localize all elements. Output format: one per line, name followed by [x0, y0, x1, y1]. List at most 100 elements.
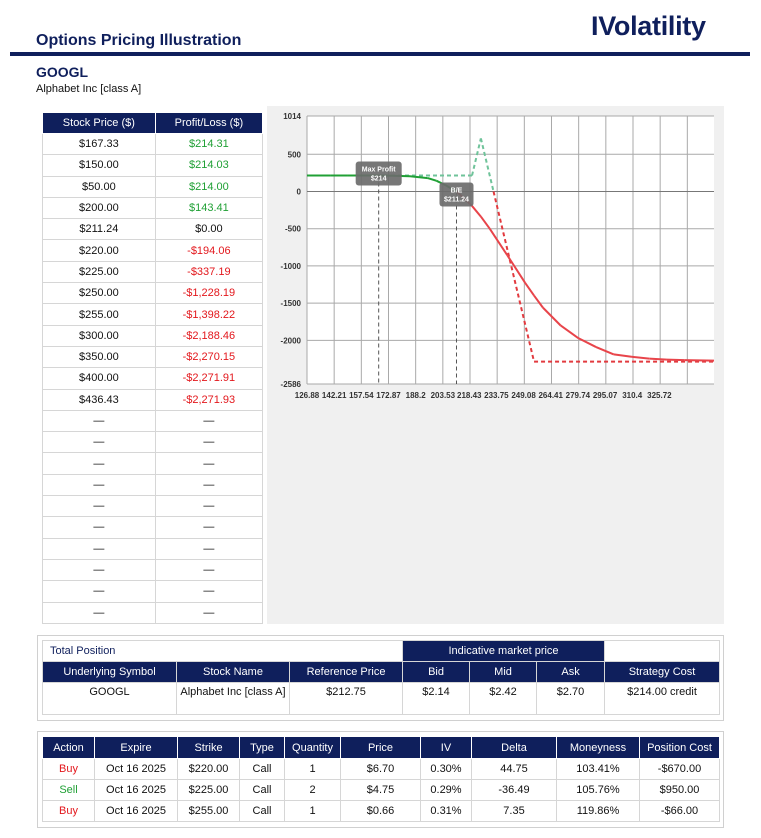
- annotation-box: [439, 182, 474, 207]
- legs-col-delta: Delta: [471, 736, 557, 759]
- col-underlying-symbol: Underlying Symbol: [42, 661, 177, 683]
- profit-loss-header: Profit/Loss ($): [154, 112, 264, 134]
- scenario-row: $220.00 -$194.06: [42, 239, 264, 262]
- y-tick-label: 1014: [283, 112, 301, 121]
- total-position-title: Total Position: [41, 640, 404, 662]
- scenario-row: $150.00 $214.03: [42, 154, 264, 177]
- scenario-stock-price: $300.00: [42, 324, 156, 347]
- scenario-profit-loss: —: [154, 409, 264, 433]
- scenario-profit-loss: —: [154, 601, 264, 624]
- leg-delta: 7.35: [471, 800, 557, 822]
- scenario-stock-price: —: [42, 601, 156, 624]
- leg-strike: $220.00: [177, 758, 240, 780]
- blank-cell: [604, 640, 721, 662]
- x-tick-label: 264.41: [538, 391, 563, 400]
- scenario-row: $300.00 -$2,188.46: [42, 324, 264, 347]
- total-position-panel: [37, 635, 724, 721]
- scenario-row: $50.00 $214.00: [42, 175, 264, 198]
- scenario-row: — —: [42, 431, 264, 454]
- leg-row: Sell Oct 16 2025 $225.00 Call 2 $4.75 0.29% -36…: [42, 779, 720, 801]
- scenario-stock-price: —: [42, 431, 156, 454]
- annotation-value: $214: [371, 176, 387, 183]
- y-tick-label: -2000: [281, 336, 302, 345]
- brand-logo: IVolatility: [591, 11, 706, 41]
- leg-price: $6.70: [340, 758, 421, 780]
- leg-quantity: 1: [284, 800, 341, 822]
- scenario-stock-price: —: [42, 473, 156, 497]
- scenario-stock-price: —: [42, 558, 156, 582]
- scenario-row: — —: [42, 495, 264, 518]
- leg-position-cost: -$66.00: [639, 800, 720, 822]
- annotation-title: Max Profit: [362, 167, 397, 174]
- scenario-row: $436.43 -$2,271.93: [42, 388, 264, 411]
- x-tick-label: 279.74: [566, 391, 591, 400]
- x-tick-label: 310.4: [622, 391, 643, 400]
- company-name: Alphabet Inc [class A]: [36, 83, 142, 95]
- leg-position-cost: $950.00: [639, 779, 720, 801]
- x-tick-label: 188.2: [406, 391, 427, 400]
- legs-col-price: Price: [340, 736, 421, 759]
- scenario-profit-loss: —: [154, 558, 264, 582]
- scenario-row: $167.33 $214.31: [42, 132, 264, 156]
- leg-iv: 0.29%: [420, 779, 472, 801]
- scenario-profit-loss: $214.03: [154, 154, 264, 177]
- plot-area: [307, 116, 714, 384]
- leg-quantity: 2: [284, 779, 341, 801]
- leg-expire: Oct 16 2025: [94, 800, 178, 822]
- scenario-profit-loss: -$2,188.46: [154, 324, 264, 347]
- value-strategy-cost: $214.00 credit: [604, 682, 721, 715]
- scenario-profit-loss: $143.41: [154, 196, 264, 220]
- x-tick-label: 249.08: [511, 391, 536, 400]
- scenario-profit-loss: -$1,228.19: [154, 282, 264, 305]
- leg-price: $4.75: [340, 779, 421, 801]
- leg-row: Buy Oct 16 2025 $255.00 Call 1 $0.66 0.31% 7.35…: [42, 800, 720, 822]
- pnl-today-segment: [471, 205, 482, 218]
- leg-delta: 44.75: [471, 758, 557, 780]
- annotation-title: B/E: [451, 187, 463, 194]
- scenario-row: — —: [42, 580, 264, 603]
- stock-price-header: Stock Price ($): [42, 112, 156, 134]
- scenario-row: $211.24 $0.00: [42, 218, 264, 241]
- value-mid: $2.42: [469, 682, 538, 715]
- leg-moneyness: 119.86%: [556, 800, 640, 822]
- scenario-stock-price: —: [42, 452, 156, 475]
- pnl-today-segment: [533, 294, 544, 309]
- scenario-stock-price: —: [42, 580, 156, 603]
- scenario-row: — —: [42, 537, 264, 560]
- col-reference-price: Reference Price: [288, 661, 404, 683]
- market-price-header: Indicative market price: [402, 640, 606, 662]
- y-tick-label: -2586: [281, 380, 302, 389]
- leg-action: Sell: [42, 779, 95, 801]
- ticker-symbol: GOOGL: [36, 64, 89, 80]
- scenario-stock-price: —: [42, 537, 156, 560]
- scenario-profit-loss: -$1,398.22: [154, 303, 264, 326]
- leg-row: Buy Oct 16 2025 $220.00 Call 1 $6.70 0.30% 44.7…: [42, 758, 720, 780]
- scenario-row: — —: [42, 558, 264, 582]
- x-tick-label: 233.75: [484, 391, 509, 400]
- scenario-profit-loss: -$337.19: [154, 260, 264, 284]
- leg-iv: 0.31%: [420, 800, 472, 822]
- pnl-today-segment: [613, 353, 632, 358]
- y-tick-label: -1500: [281, 299, 302, 308]
- x-tick-label: 126.88: [295, 391, 320, 400]
- scenario-row: $350.00 -$2,270.15: [42, 345, 264, 369]
- scenario-row: — —: [42, 473, 264, 497]
- scenario-profit-loss: —: [154, 495, 264, 518]
- scenario-profit-loss: —: [154, 580, 264, 603]
- scenario-stock-price: $50.00: [42, 175, 156, 198]
- scenario-row: — —: [42, 601, 264, 624]
- scenario-profit-loss: —: [154, 516, 264, 539]
- scenario-row: — —: [42, 516, 264, 539]
- scenario-profit-loss: -$2,271.91: [154, 367, 264, 390]
- pnl-today-segment: [524, 282, 535, 297]
- scenario-stock-price: $211.24: [42, 218, 156, 241]
- leg-moneyness: 103.41%: [556, 758, 640, 780]
- legs-panel: [37, 731, 724, 828]
- annotation-value: $211.24: [444, 196, 469, 203]
- pnl-today-segment: [577, 337, 597, 348]
- pnl-expiry-segment: [471, 138, 482, 176]
- x-tick-label: 172.87: [376, 391, 401, 400]
- scenario-profit-loss: -$2,271.93: [154, 388, 264, 411]
- legs-col-strike: Strike: [177, 736, 240, 759]
- scenario-stock-price: $250.00: [42, 282, 156, 305]
